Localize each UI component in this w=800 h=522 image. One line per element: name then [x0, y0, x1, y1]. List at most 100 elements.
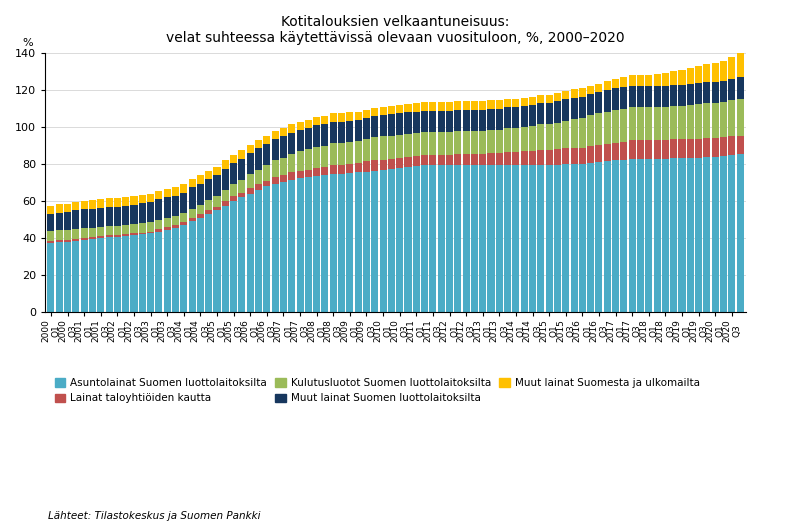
Bar [305, 149, 312, 170]
Bar [529, 151, 536, 165]
Bar [504, 128, 511, 152]
Bar [346, 142, 354, 164]
Bar [662, 159, 669, 312]
Bar [89, 237, 96, 239]
Bar [255, 148, 262, 170]
Bar [678, 158, 686, 312]
Bar [322, 146, 329, 167]
Bar [579, 164, 586, 312]
Bar [379, 160, 386, 170]
Bar [47, 214, 54, 231]
Bar [238, 193, 246, 197]
Bar [546, 95, 553, 103]
Bar [570, 164, 578, 312]
Bar [595, 84, 602, 92]
Bar [64, 230, 71, 240]
Bar [554, 165, 561, 312]
Bar [720, 102, 727, 137]
Bar [81, 209, 88, 228]
Bar [612, 79, 619, 88]
Bar [538, 124, 544, 150]
Bar [56, 242, 62, 312]
Bar [570, 148, 578, 164]
Bar [155, 232, 162, 312]
Bar [280, 128, 287, 136]
Bar [338, 174, 345, 312]
Bar [172, 228, 179, 312]
Bar [446, 102, 453, 111]
Bar [138, 203, 146, 223]
Bar [554, 149, 561, 165]
Bar [72, 241, 79, 312]
Bar [155, 229, 162, 232]
Bar [695, 83, 702, 104]
Bar [230, 163, 237, 184]
Bar [172, 187, 179, 196]
Bar [214, 210, 221, 312]
Bar [620, 142, 627, 160]
Bar [521, 165, 528, 312]
Bar [106, 226, 113, 235]
Bar [487, 165, 494, 312]
Bar [122, 234, 130, 236]
Bar [122, 206, 130, 225]
Bar [64, 242, 71, 312]
Bar [686, 68, 694, 84]
Bar [371, 160, 378, 171]
Bar [197, 218, 204, 312]
Bar [189, 208, 196, 218]
Bar [246, 153, 254, 174]
Bar [205, 210, 212, 214]
Bar [288, 133, 295, 154]
Bar [595, 162, 602, 312]
Bar [164, 197, 170, 218]
Bar [670, 139, 678, 158]
Bar [554, 93, 561, 101]
Bar [496, 130, 503, 153]
Bar [89, 228, 96, 237]
Bar [487, 153, 494, 165]
Bar [305, 128, 312, 149]
Bar [538, 150, 544, 165]
Bar [678, 106, 686, 139]
Bar [579, 97, 586, 118]
Bar [288, 124, 295, 133]
Bar [98, 227, 104, 236]
Bar [587, 163, 594, 312]
Bar [720, 156, 727, 312]
Bar [604, 161, 610, 312]
Bar [147, 232, 154, 233]
Bar [579, 148, 586, 164]
Bar [720, 137, 727, 156]
Bar [214, 196, 221, 207]
Bar [230, 155, 237, 163]
Bar [130, 205, 138, 224]
Bar [330, 174, 337, 312]
Bar [280, 182, 287, 312]
Bar [155, 191, 162, 199]
Bar [147, 233, 154, 312]
Bar [421, 132, 428, 155]
Bar [405, 157, 411, 167]
Bar [504, 165, 511, 312]
Bar [438, 102, 445, 111]
Bar [562, 91, 570, 100]
Bar [504, 107, 511, 128]
Bar [238, 197, 246, 312]
Bar [405, 112, 411, 134]
Bar [512, 152, 519, 165]
Bar [670, 71, 678, 85]
Bar [421, 111, 428, 132]
Bar [130, 224, 138, 233]
Bar [487, 100, 494, 109]
Bar [255, 190, 262, 312]
Bar [346, 164, 354, 173]
Bar [620, 109, 627, 142]
Bar [138, 223, 146, 232]
Bar [155, 220, 162, 229]
Bar [338, 113, 345, 122]
Bar [546, 150, 553, 165]
Bar [595, 92, 602, 113]
Bar [297, 178, 303, 312]
Bar [570, 119, 578, 148]
